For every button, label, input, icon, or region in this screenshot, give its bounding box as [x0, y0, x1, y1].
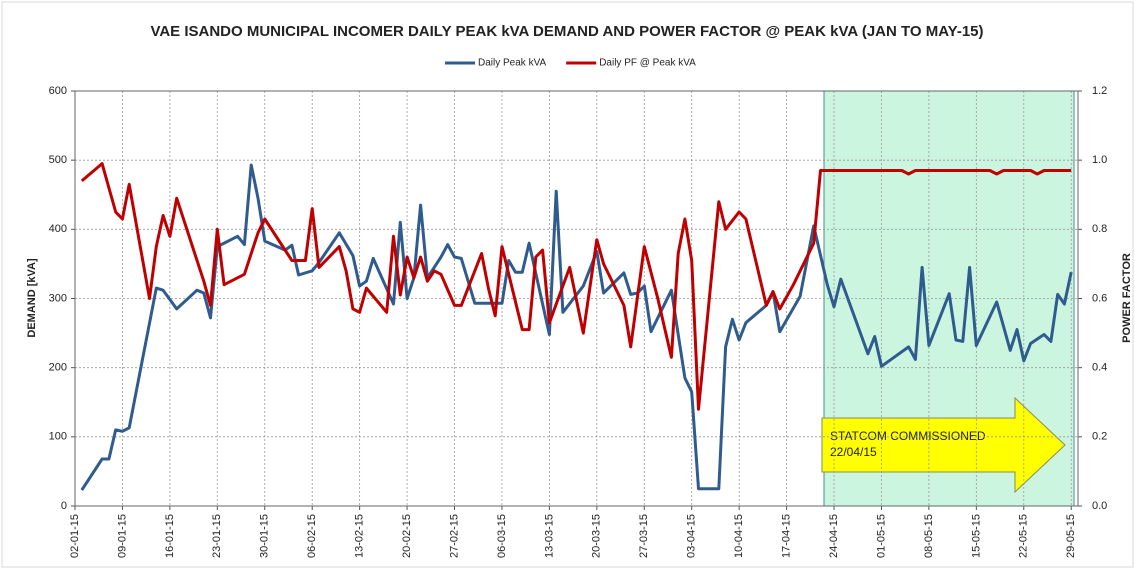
- x-tick-label: 22-05-15: [1018, 514, 1030, 558]
- x-tick-label: 09-01-15: [116, 514, 128, 558]
- x-tick-label: 06-02-15: [306, 514, 318, 558]
- plot-frame: [74, 90, 1079, 507]
- x-tick-label: 08-05-15: [923, 514, 935, 558]
- annotation: 22/04/15: [830, 445, 877, 459]
- y2-axis-label: POWER FACTOR: [1121, 253, 1133, 343]
- y-axis-label: DEMAND [kVA]: [26, 258, 38, 338]
- x-tick-label: 03-04-15: [686, 514, 698, 558]
- y2-tick-label: 0.4: [1092, 362, 1107, 374]
- x-tick-label: 29-05-15: [1065, 514, 1077, 558]
- x-tick-label: 17-04-15: [780, 514, 792, 558]
- annotation: STATCOM COMMISSIONED: [830, 429, 986, 443]
- x-tick-label: 01-05-15: [875, 514, 887, 558]
- y2-tick-label: 0.6: [1092, 292, 1107, 304]
- y-tick-label: 200: [49, 362, 67, 374]
- x-tick-label: 06-03-15: [496, 514, 508, 558]
- x-tick-label: 20-03-15: [591, 514, 603, 558]
- chart-title: VAE ISANDO MUNICIPAL INCOMER DAILY PEAK …: [150, 23, 983, 40]
- x-tick-label: 15-05-15: [970, 514, 982, 558]
- x-tick-label: 13-03-15: [543, 514, 555, 558]
- y2-tick-label: 0.0: [1092, 500, 1107, 512]
- legend-label: Daily PF @ Peak kVA: [599, 58, 696, 69]
- x-tick-label: 27-02-15: [448, 514, 460, 558]
- y-tick-label: 0: [61, 500, 67, 512]
- x-tick-label: 27-03-15: [638, 514, 650, 558]
- y-tick-label: 400: [49, 223, 67, 235]
- x-tick-label: 16-01-15: [164, 514, 176, 558]
- y2-tick-label: 0.2: [1092, 431, 1107, 443]
- x-tick-label: 30-01-15: [259, 514, 271, 558]
- y2-tick-label: 0.8: [1092, 223, 1107, 235]
- y-tick-label: 100: [49, 431, 67, 443]
- x-tick-label: 13-02-15: [354, 514, 366, 558]
- y-tick-label: 300: [49, 292, 67, 304]
- series-line: [80, 163, 1073, 491]
- y-tick-label: 500: [49, 154, 67, 166]
- y2-tick-label: 1.0: [1092, 154, 1107, 166]
- y-tick-label: 600: [49, 85, 67, 97]
- statcom-arrow: [821, 396, 1066, 494]
- x-tick-label: 23-01-15: [211, 514, 223, 558]
- x-tick-label: 02-01-15: [69, 514, 81, 558]
- series-line: [80, 162, 1072, 411]
- x-tick-label: 10-04-15: [733, 514, 745, 558]
- x-tick-label: 24-04-15: [828, 514, 840, 558]
- legend-label: Daily Peak kVA: [478, 58, 547, 69]
- y2-tick-label: 1.2: [1092, 85, 1107, 97]
- x-tick-label: 20-02-15: [401, 514, 413, 558]
